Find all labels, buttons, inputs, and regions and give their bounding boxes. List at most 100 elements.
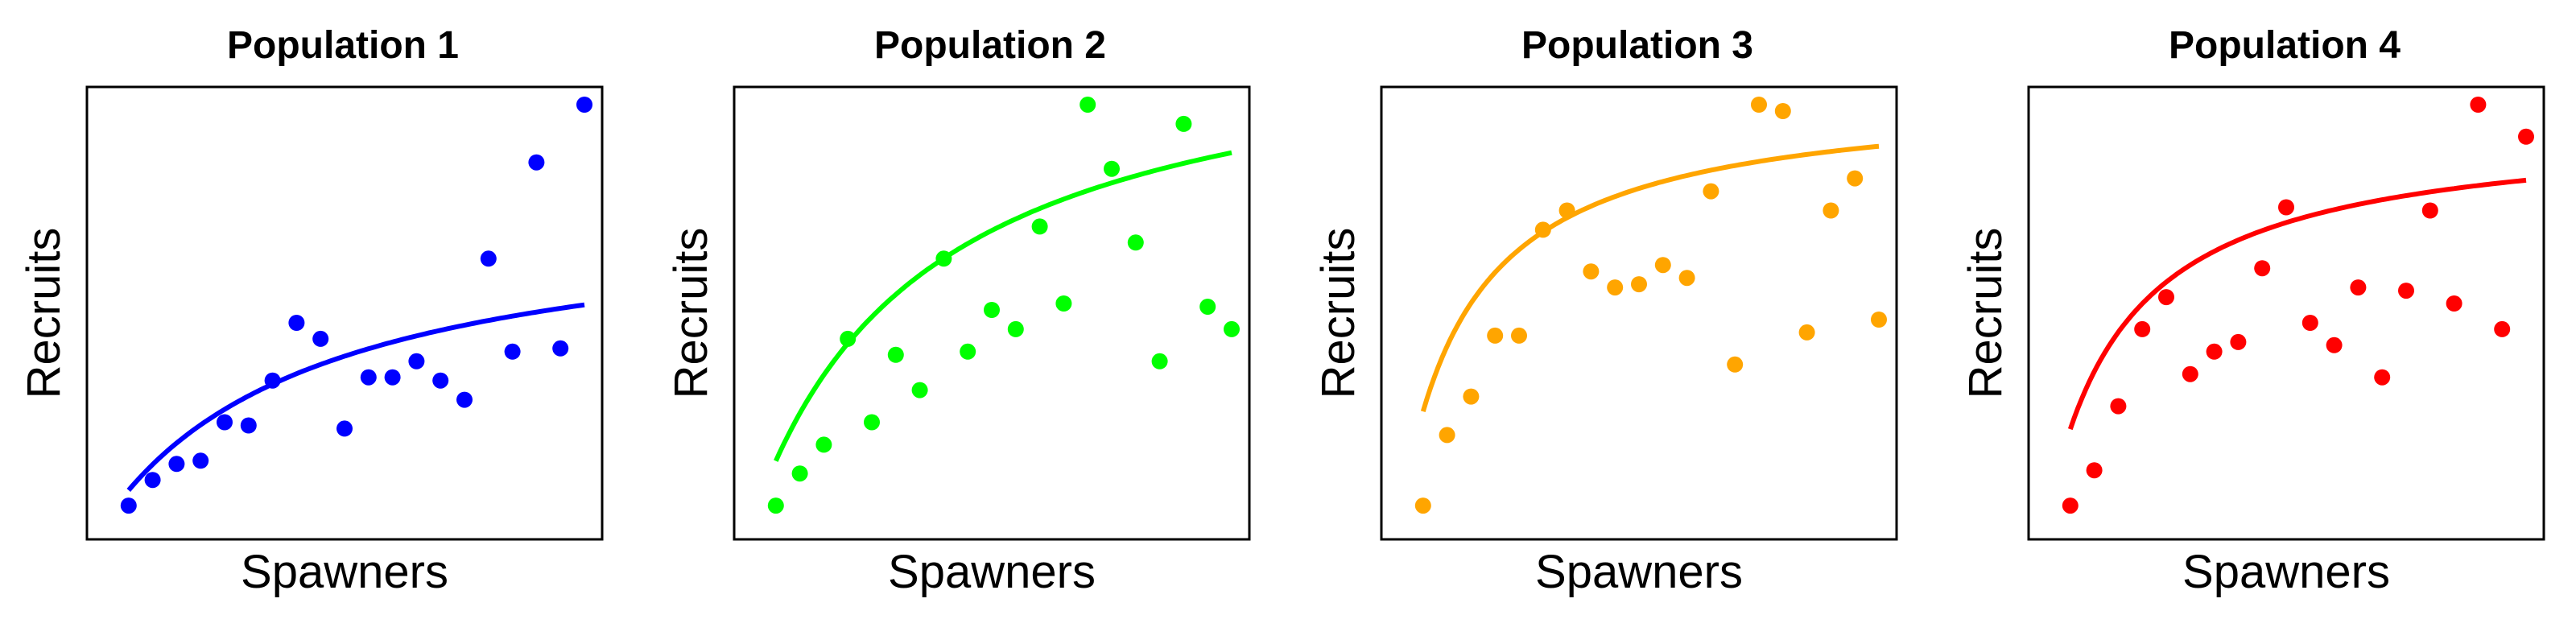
panel-population-1: Population 1 Spawners Recruits xyxy=(18,24,604,598)
data-point xyxy=(1871,312,1887,328)
data-point xyxy=(2470,97,2487,113)
panel-population-4: Population 4 Spawners Recruits xyxy=(1959,24,2545,598)
data-point xyxy=(576,97,592,113)
plot-frame xyxy=(733,85,1251,541)
data-point xyxy=(2134,320,2151,337)
data-point xyxy=(815,436,832,453)
data-point xyxy=(2350,279,2367,296)
data-point xyxy=(1511,327,1527,344)
data-point xyxy=(1727,356,1744,373)
data-point xyxy=(360,369,377,386)
data-point xyxy=(480,250,497,267)
data-point xyxy=(1654,257,1671,274)
data-point xyxy=(1224,320,1240,337)
fit-curve xyxy=(126,302,585,492)
data-point xyxy=(432,372,449,389)
plot-marks xyxy=(1414,97,1887,514)
data-point xyxy=(1487,327,1504,344)
data-point xyxy=(1678,270,1695,287)
data-point xyxy=(2086,462,2103,479)
data-point xyxy=(1751,97,1767,113)
x-axis-label: Spawners xyxy=(2182,546,2390,598)
data-point xyxy=(2374,369,2391,386)
data-point xyxy=(767,497,784,514)
data-point xyxy=(2301,315,2318,331)
data-point xyxy=(264,372,281,389)
data-point xyxy=(960,343,976,360)
data-point xyxy=(312,330,329,347)
x-axis-label: Spawners xyxy=(1535,546,1743,598)
data-point xyxy=(2230,333,2247,350)
data-point xyxy=(1127,234,1144,251)
data-point xyxy=(1463,388,1480,405)
data-point xyxy=(1631,276,1647,293)
data-point xyxy=(384,369,401,386)
data-point xyxy=(552,340,569,357)
data-point xyxy=(791,465,808,482)
data-point xyxy=(336,420,353,437)
data-point xyxy=(2421,202,2438,219)
data-point xyxy=(168,456,185,473)
data-point xyxy=(1607,279,1624,296)
data-point xyxy=(408,353,425,369)
y-axis-label: Recruits xyxy=(665,228,717,399)
data-point xyxy=(2254,260,2271,277)
data-point xyxy=(1104,160,1120,177)
data-point xyxy=(240,417,257,434)
plot-marks xyxy=(120,97,592,514)
data-point xyxy=(120,497,137,514)
data-point xyxy=(1703,183,1719,200)
data-point xyxy=(935,250,952,267)
data-point xyxy=(1414,497,1431,514)
data-point xyxy=(1798,324,1815,341)
data-point xyxy=(1558,202,1575,219)
plot-frame xyxy=(2027,85,2545,541)
data-point xyxy=(887,346,904,363)
data-point xyxy=(1055,295,1072,312)
panel-population-3: Population 3 Spawners Recruits xyxy=(1312,24,1898,598)
fit-curve xyxy=(774,150,1232,462)
data-point xyxy=(1007,320,1024,337)
data-point xyxy=(288,315,305,331)
data-point xyxy=(217,414,233,431)
x-axis-label: Spawners xyxy=(888,546,1096,598)
data-point xyxy=(1151,353,1168,369)
data-point xyxy=(864,414,880,431)
fit-curve xyxy=(2067,177,2527,431)
data-point xyxy=(1774,103,1791,119)
data-point xyxy=(2494,320,2511,337)
data-point xyxy=(911,382,928,398)
y-axis-label: Recruits xyxy=(18,228,70,399)
plot-frame xyxy=(1380,85,1898,541)
panel-title: Population 1 xyxy=(227,24,459,67)
data-point xyxy=(2326,336,2343,353)
data-point xyxy=(1583,263,1600,280)
panel-title: Population 3 xyxy=(1521,24,1753,67)
data-point xyxy=(2446,295,2462,312)
data-point xyxy=(984,302,1000,318)
data-point xyxy=(1199,299,1216,315)
data-point xyxy=(504,343,521,360)
data-point xyxy=(528,154,545,171)
y-axis-label: Recruits xyxy=(1312,228,1364,399)
data-point xyxy=(1823,202,1839,219)
panel-population-2: Population 2 Spawners Recruits xyxy=(665,24,1251,598)
data-point xyxy=(144,472,161,489)
x-axis-label: Spawners xyxy=(241,546,448,598)
fit-curve xyxy=(1420,143,1880,412)
panel-title: Population 4 xyxy=(2169,24,2401,67)
data-point xyxy=(2398,283,2414,299)
data-point xyxy=(2206,343,2223,360)
data-point xyxy=(840,330,857,347)
data-point xyxy=(1439,427,1455,444)
y-axis-label: Recruits xyxy=(1959,228,2012,399)
data-point xyxy=(2518,128,2534,145)
plot-marks xyxy=(2062,97,2534,514)
data-point xyxy=(2158,289,2174,306)
panel-title: Population 2 xyxy=(874,24,1106,67)
data-point xyxy=(1031,218,1048,235)
data-point xyxy=(2182,365,2198,382)
data-point xyxy=(2110,398,2127,415)
plot-marks xyxy=(767,97,1240,514)
